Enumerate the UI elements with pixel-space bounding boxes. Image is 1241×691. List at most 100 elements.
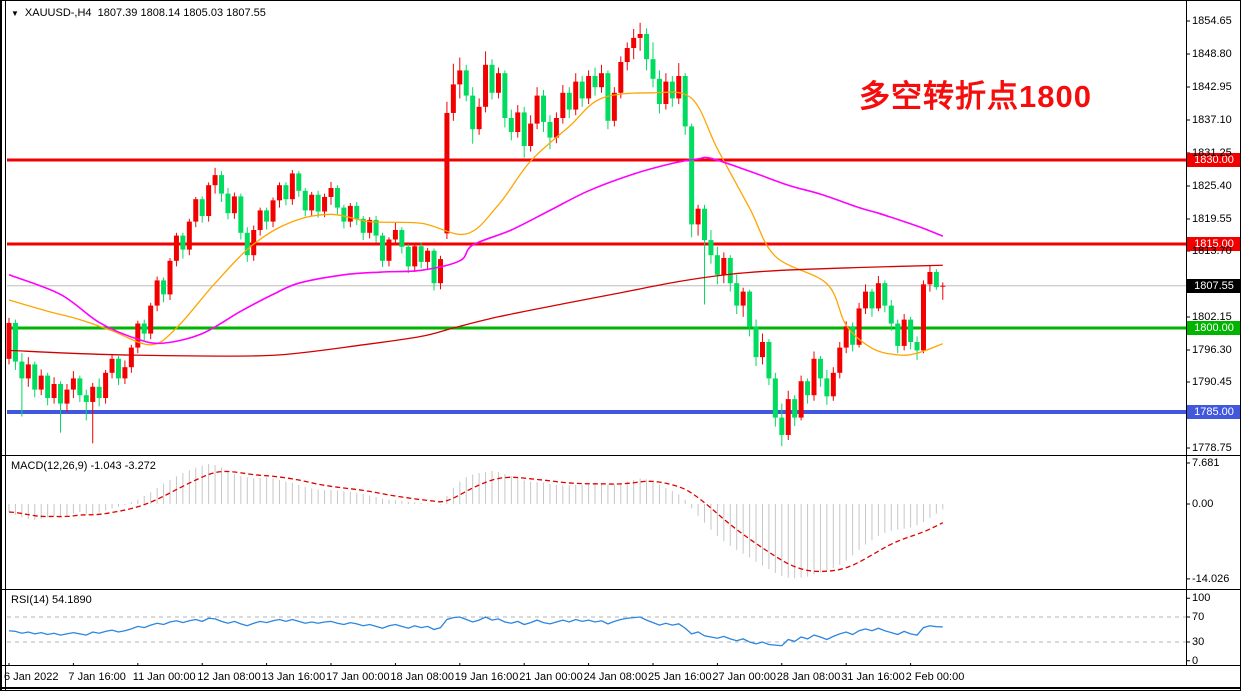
price-tick-label-1819.55[interactable]: 1819.55 xyxy=(1192,213,1232,225)
price-tick-label-1802.15[interactable]: 1802.15 xyxy=(1192,311,1232,323)
candle-body-down xyxy=(650,59,656,79)
candle-body-down xyxy=(405,246,411,267)
time-label-13[interactable]: 31 Jan 16:00 xyxy=(841,671,905,683)
candle-body-down xyxy=(508,118,514,132)
candle-body-up xyxy=(483,64,489,107)
rsi-tick-label-30[interactable]: 30 xyxy=(1192,636,1205,648)
rsi-tick-label-70[interactable]: 70 xyxy=(1192,611,1205,623)
price-tick-label-1831.25[interactable]: 1831.25 xyxy=(1192,147,1232,159)
candle-body-down xyxy=(219,175,225,194)
candle-body-up xyxy=(598,73,604,88)
candle-body-down xyxy=(772,378,778,418)
candle-body-up xyxy=(154,280,160,306)
macd-tick-label--14.026[interactable]: -14.026 xyxy=(1192,572,1230,585)
candle-body-down xyxy=(431,250,437,284)
window-frame-left-inner xyxy=(5,1,6,690)
price-badge-1830.00: 1830.00 xyxy=(1187,153,1240,167)
price-tick-label-1854.65[interactable]: 1854.65 xyxy=(1192,15,1232,27)
rsi-tick-label-0[interactable]: 0 xyxy=(1192,654,1199,667)
price-tick-label-1825.40[interactable]: 1825.40 xyxy=(1192,180,1232,192)
ma-fast-orange xyxy=(8,91,944,356)
candle-body-up xyxy=(64,389,70,404)
time-label-6[interactable]: 18 Jan 08:00 xyxy=(390,671,455,683)
candle-body-down xyxy=(19,361,25,379)
panel-separator-macd[interactable] xyxy=(1,455,1240,456)
macd-tick-label-0.00[interactable]: 0.00 xyxy=(1192,498,1214,510)
candle-body-down xyxy=(714,255,720,275)
time-label-5[interactable]: 17 Jan 00:00 xyxy=(326,671,390,683)
candle-body-down xyxy=(360,218,366,233)
candle-body-down xyxy=(566,92,572,110)
time-label-4[interactable]: 13 Jan 16:00 xyxy=(261,671,326,683)
candle-body-up xyxy=(856,308,862,345)
rsi-indicator-label: RSI(14) 54.1890 xyxy=(11,594,92,606)
candle-body-up xyxy=(425,250,431,262)
candle-body-up xyxy=(843,326,849,348)
macd-values: -1.043 -3.272 xyxy=(90,460,156,472)
time-label-7[interactable]: 19 Jan 16:00 xyxy=(454,671,519,683)
candle-body-up xyxy=(135,323,141,348)
time-label-2[interactable]: 11 Jan 00:00 xyxy=(132,671,196,683)
price-tick-label-1813.70[interactable]: 1813.70 xyxy=(1192,245,1232,257)
candle-body-up xyxy=(534,95,540,124)
window-frame-left-outer xyxy=(1,1,2,690)
candle-body-up xyxy=(695,208,701,225)
candle-body-down xyxy=(489,64,495,93)
time-label-3[interactable]: 12 Jan 08:00 xyxy=(197,671,261,683)
candle-body-up xyxy=(167,260,173,295)
candle-body-up xyxy=(450,84,456,113)
candle-body-down xyxy=(199,199,205,216)
candle-body-up xyxy=(920,284,926,351)
rsi-value: 54.1890 xyxy=(51,594,92,606)
price-tick-label-1790.45[interactable]: 1790.45 xyxy=(1192,376,1232,388)
price-badge-1785.00: 1785.00 xyxy=(1187,405,1240,419)
price-tick-label-1778.75[interactable]: 1778.75 xyxy=(1192,442,1232,454)
candle-body-up xyxy=(206,185,212,216)
candle-body-down xyxy=(817,358,823,379)
candle-body-down xyxy=(12,322,18,362)
chart-dropdown-icon[interactable]: ▼ xyxy=(11,9,19,18)
candle-body-down xyxy=(792,399,798,418)
candle-body-down xyxy=(908,319,914,342)
candle-body-up xyxy=(70,378,76,390)
candle-body-up xyxy=(51,384,57,398)
candle-body-down xyxy=(869,291,875,309)
time-label-10[interactable]: 25 Jan 16:00 xyxy=(648,671,712,683)
time-label-1[interactable]: 7 Jan 16:00 xyxy=(68,671,126,683)
time-label-0[interactable]: 6 Jan 2022 xyxy=(4,671,59,683)
candle-body-down xyxy=(656,78,662,104)
rsi-tick-label-100[interactable]: 100 xyxy=(1192,592,1211,605)
rsi-panel-canvas[interactable] xyxy=(1,590,1241,665)
price-tick-label-1837.10[interactable]: 1837.10 xyxy=(1192,114,1232,126)
candle-body-up xyxy=(618,62,624,93)
candle-body-down xyxy=(933,272,939,288)
candle-body-up xyxy=(901,319,907,346)
time-label-9[interactable]: 24 Jan 08:00 xyxy=(583,671,648,683)
time-label-12[interactable]: 28 Jan 08:00 xyxy=(776,671,841,683)
macd-tick-label-7.681[interactable]: 7.681 xyxy=(1192,456,1220,469)
candle-body-up xyxy=(289,173,295,200)
candle-body-down xyxy=(96,386,102,398)
price-tick-label-1848.80[interactable]: 1848.80 xyxy=(1192,48,1232,60)
candle-body-up xyxy=(437,259,443,284)
time-label-11[interactable]: 27 Jan 00:00 xyxy=(712,671,777,683)
candle-body-down xyxy=(58,384,64,404)
candle-body-down xyxy=(264,210,270,222)
time-label-8[interactable]: 21 Jan 00:00 xyxy=(519,671,583,683)
rsi-line xyxy=(8,616,943,647)
time-axis-line xyxy=(1,665,1240,666)
candle-body-down xyxy=(669,81,675,99)
candle-body-down xyxy=(180,235,186,250)
price-tick-label-1796.30[interactable]: 1796.30 xyxy=(1192,344,1232,356)
candle-body-down xyxy=(470,95,476,130)
candle-body-up xyxy=(611,92,617,121)
candle-body-down xyxy=(283,185,289,200)
main-chart-canvas[interactable] xyxy=(1,1,1241,456)
candle-body-up xyxy=(721,258,727,275)
panel-separator-rsi[interactable] xyxy=(1,589,1240,590)
candle-body-down xyxy=(734,283,740,306)
price-tick-label-1842.95[interactable]: 1842.95 xyxy=(1192,81,1232,93)
macd-panel-canvas[interactable] xyxy=(1,456,1241,589)
time-label-14[interactable]: 2 Feb 00:00 xyxy=(905,671,965,683)
candle-body-down xyxy=(702,208,708,241)
